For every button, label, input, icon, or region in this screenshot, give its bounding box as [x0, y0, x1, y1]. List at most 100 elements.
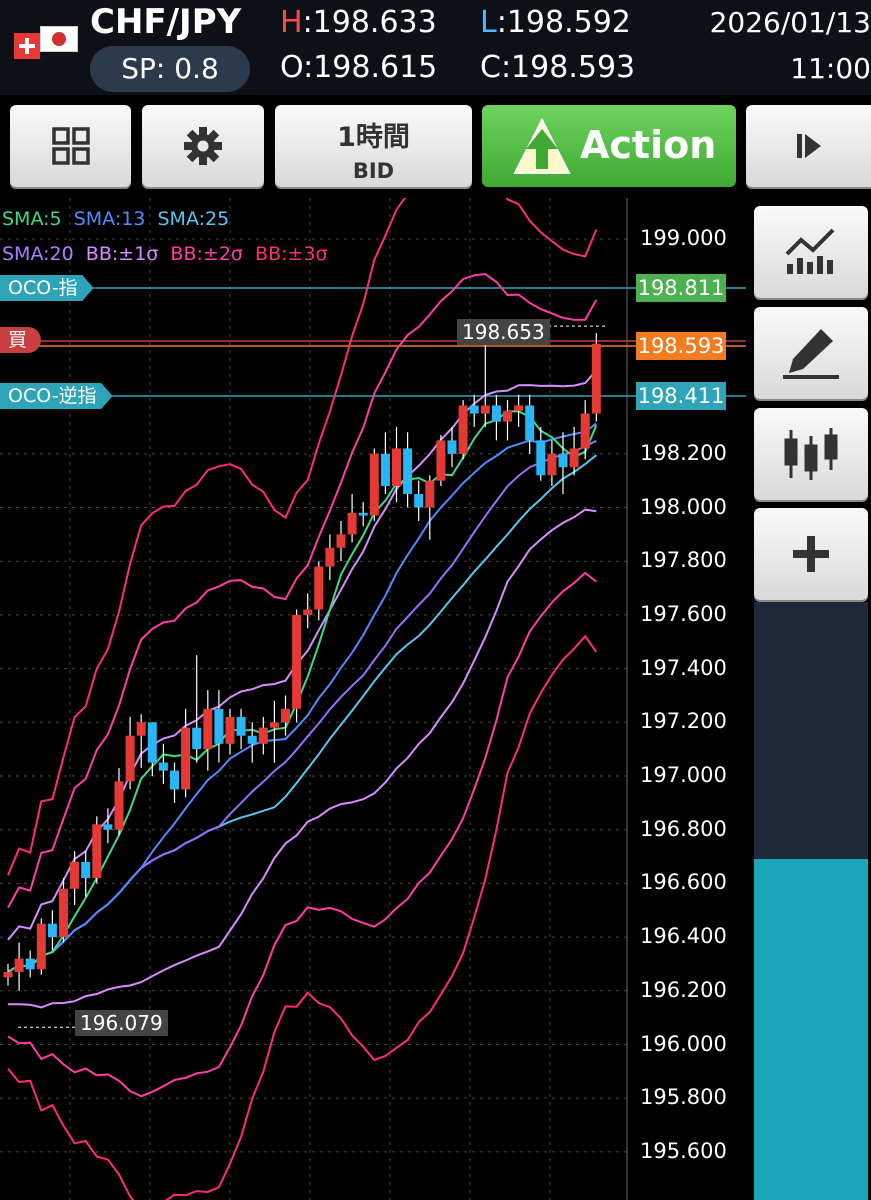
sma13-line — [7, 422, 597, 973]
timeframe-button[interactable]: 1時間 BID — [275, 105, 472, 187]
candle-body — [392, 448, 401, 487]
candle-body — [447, 440, 457, 454]
oco-stop-tag[interactable]: OCO-逆指 — [0, 383, 113, 409]
legend-sma25: SMA:25 — [157, 208, 230, 230]
candle-body — [336, 534, 346, 548]
y-tick-label: 195.600 — [640, 1138, 727, 1163]
oco-limit-tag[interactable]: OCO-指 — [0, 275, 94, 301]
candle-body — [136, 722, 146, 736]
candle-body — [158, 762, 168, 771]
spread-badge: SP: 0.8 — [90, 46, 250, 92]
candle-body — [536, 440, 546, 476]
sma5-line — [7, 410, 598, 973]
candle-body — [269, 722, 279, 728]
japan-flag-icon — [40, 26, 78, 52]
candle-body — [547, 453, 557, 476]
candle-body — [436, 440, 446, 481]
header-bar: CHF/JPY SP: 0.8 H:198.633 L:198.592 O:19… — [0, 0, 871, 95]
sma25-line — [7, 454, 597, 973]
price-type-label: BID — [352, 159, 395, 183]
candle-body — [425, 480, 435, 508]
chart-type-button[interactable] — [754, 408, 868, 500]
layout-button[interactable] — [10, 105, 131, 187]
candle-body — [81, 861, 91, 879]
high-marker-label: 198.653 — [457, 319, 550, 345]
candle-body — [325, 547, 335, 567]
play-icon — [796, 134, 821, 158]
gauge-fill — [754, 859, 868, 1200]
legend-sma13: SMA:13 — [73, 208, 146, 230]
settings-button[interactable] — [142, 105, 264, 187]
arrow-up-icon — [513, 117, 571, 174]
high-value: H:198.633 — [280, 5, 437, 40]
candle-body — [14, 958, 24, 973]
candle-body — [369, 453, 379, 516]
bb-lower-1sigma-line — [8, 508, 597, 1009]
candle-body — [491, 405, 501, 422]
y-tick-label: 196.600 — [640, 870, 727, 895]
candle-body — [414, 494, 424, 508]
candle-body — [181, 727, 191, 790]
candle-body — [380, 453, 390, 487]
grid-icon — [51, 127, 90, 165]
y-tick-label: 197.800 — [640, 548, 727, 573]
candle-body — [125, 735, 135, 782]
toolbar: 1時間 BID Action — [0, 95, 871, 198]
bb-lower-2sigma-line — [7, 571, 597, 1098]
candle-body — [358, 512, 368, 516]
candle-body — [558, 453, 568, 468]
currency-pair[interactable]: CHF/JPY — [90, 2, 242, 42]
y-tick-label: 196.200 — [640, 977, 727, 1002]
candle-body — [458, 405, 468, 454]
candle-body — [292, 614, 302, 709]
candle-body — [59, 888, 68, 938]
candle-body — [403, 448, 413, 495]
action-button[interactable]: Action — [482, 105, 736, 187]
candle-body — [525, 405, 535, 441]
candle-body — [70, 861, 80, 889]
candle-body — [580, 413, 590, 449]
legend-row1: SMA:5 SMA:13 SMA:25 — [2, 208, 229, 230]
y-tick-label: 197.000 — [640, 763, 727, 787]
candle-body — [281, 708, 290, 723]
y-tick-label: 196.000 — [640, 1031, 727, 1056]
candle-body — [170, 770, 179, 790]
timeframe-label: 1時間 — [337, 122, 410, 153]
candle-body — [225, 716, 235, 744]
buy-position-tag[interactable]: 買 — [0, 327, 42, 353]
low-number: :198.592 — [496, 5, 631, 40]
sma20-line — [7, 439, 597, 973]
oco-limit-price: 198.811 — [636, 274, 726, 302]
candle-body — [147, 722, 157, 763]
high-number: :198.633 — [302, 5, 437, 40]
candle-body — [47, 923, 57, 938]
y-tick-label: 198.200 — [640, 440, 727, 465]
bb-upper-1sigma-line — [7, 369, 598, 941]
pencil-icon — [783, 329, 839, 379]
side-panel — [746, 198, 871, 1200]
candle-body — [480, 405, 490, 414]
play-button[interactable] — [746, 105, 871, 187]
y-tick-label: 199.000 — [640, 226, 727, 250]
legend-bb3: BB:±3σ — [255, 243, 328, 265]
candle-body — [25, 958, 35, 970]
indicator-button[interactable] — [754, 206, 868, 298]
y-tick-label: 196.800 — [640, 816, 727, 841]
add-button[interactable] — [754, 508, 868, 600]
candle-body — [469, 405, 479, 414]
low-key: L — [480, 5, 497, 40]
legend-bb2: BB:±2σ — [170, 243, 243, 265]
close-value: C:198.593 — [480, 50, 636, 85]
candle-body — [192, 727, 202, 750]
y-tick-label: 198.000 — [640, 494, 727, 519]
draw-tool-button[interactable] — [754, 307, 868, 399]
action-label: Action — [580, 123, 717, 167]
y-tick-label: 197.600 — [640, 601, 727, 626]
chart-indicator-icon — [785, 228, 835, 274]
candle-body — [347, 512, 357, 535]
legend-bb1: BB:±1σ — [85, 243, 159, 265]
price-chart[interactable]: SMA:5 SMA:13 SMA:25 SMA:20 BB:±1σ BB:±2σ… — [0, 198, 746, 1200]
candle-body — [591, 343, 601, 414]
legend-sma5: SMA:5 — [2, 208, 62, 230]
chart-canvas[interactable] — [0, 198, 746, 1200]
